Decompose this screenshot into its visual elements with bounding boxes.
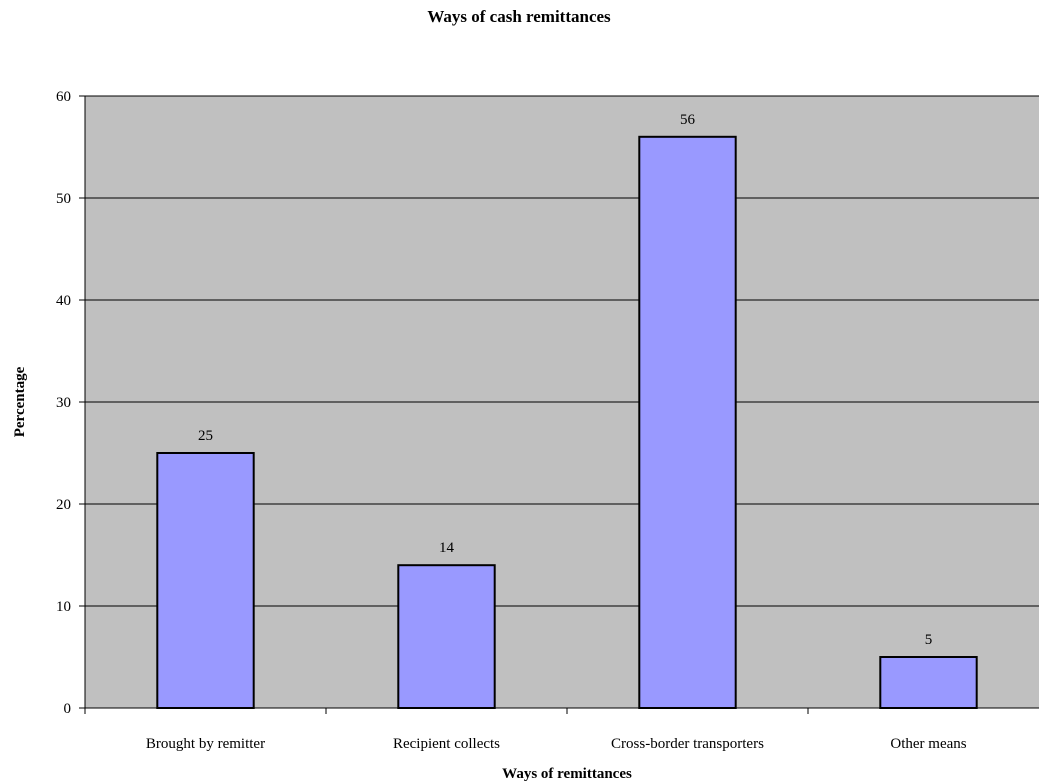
x-axis-title: Ways of remittances — [502, 766, 632, 782]
chart-title: Ways of cash remittances — [427, 7, 611, 26]
bar — [156, 452, 255, 709]
y-tick-label: 30 — [56, 395, 71, 411]
y-tick-label: 0 — [64, 701, 72, 717]
bar — [638, 135, 737, 710]
x-tick-label: Brought by remitter — [146, 736, 265, 752]
bar — [879, 656, 978, 709]
data-label: 25 — [198, 428, 213, 444]
labels: 0 10 20 30 40 50 60 25 Brought by remitter 14 Reci… — [56, 89, 967, 752]
y-tick-label: 20 — [56, 497, 71, 513]
data-label: 5 — [925, 632, 933, 648]
y-tick-label: 50 — [56, 191, 71, 207]
y-tick-label: 10 — [56, 599, 71, 615]
x-tick-label: Recipient collects — [393, 736, 500, 752]
bar — [397, 564, 496, 710]
y-tick-label: 60 — [56, 89, 71, 105]
x-tick-label: Other means — [890, 736, 966, 752]
y-axis-title: Percentage — [12, 366, 28, 437]
data-label: 14 — [439, 540, 455, 556]
axes — [79, 95, 1039, 714]
x-tick-label: Cross-border transporters — [611, 736, 764, 752]
y-tick-label: 40 — [56, 293, 71, 309]
data-label: 56 — [680, 112, 696, 128]
